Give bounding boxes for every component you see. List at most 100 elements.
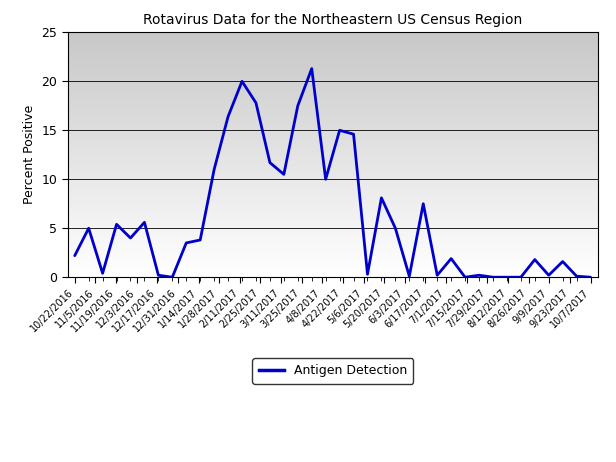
Bar xyxy=(68,160,598,161)
Bar xyxy=(68,149,598,150)
Bar xyxy=(68,61,598,62)
Bar xyxy=(68,253,598,254)
Bar xyxy=(68,85,598,86)
Bar xyxy=(68,138,598,139)
Bar xyxy=(68,136,598,138)
Bar xyxy=(68,127,598,128)
Bar xyxy=(68,64,598,66)
Bar xyxy=(68,32,598,34)
Bar xyxy=(68,276,598,277)
Bar xyxy=(68,270,598,271)
Bar xyxy=(68,37,598,38)
Bar xyxy=(68,260,598,261)
Bar xyxy=(68,259,598,260)
Bar xyxy=(68,222,598,223)
Bar xyxy=(68,166,598,167)
Bar xyxy=(68,198,598,199)
Bar xyxy=(68,141,598,142)
Bar xyxy=(68,216,598,217)
Bar xyxy=(68,238,598,239)
Bar xyxy=(68,187,598,188)
Bar xyxy=(68,164,598,166)
Bar xyxy=(68,76,598,78)
Bar xyxy=(68,73,598,74)
Bar xyxy=(68,111,598,112)
Bar xyxy=(68,230,598,231)
Bar xyxy=(68,261,598,262)
Title: Rotavirus Data for the Northeastern US Census Region: Rotavirus Data for the Northeastern US C… xyxy=(143,13,522,27)
Bar xyxy=(68,168,598,170)
Bar xyxy=(68,209,598,210)
Bar xyxy=(68,231,598,232)
Bar xyxy=(68,49,598,51)
Bar xyxy=(68,42,598,43)
Bar xyxy=(68,130,598,132)
Bar xyxy=(68,81,598,83)
Bar xyxy=(68,72,598,73)
Bar xyxy=(68,95,598,96)
Bar xyxy=(68,106,598,107)
Bar xyxy=(68,250,598,251)
Bar xyxy=(68,201,598,202)
Bar xyxy=(68,200,598,201)
Bar xyxy=(68,181,598,182)
Bar xyxy=(68,36,598,37)
Bar xyxy=(68,87,598,89)
Bar xyxy=(68,135,598,136)
Bar xyxy=(68,172,598,173)
Bar xyxy=(68,112,598,113)
Bar xyxy=(68,226,598,227)
Bar xyxy=(68,152,598,153)
Bar xyxy=(68,59,598,61)
Bar xyxy=(68,239,598,240)
Bar xyxy=(68,129,598,130)
Bar xyxy=(68,233,598,234)
Bar xyxy=(68,34,598,35)
Bar xyxy=(68,74,598,75)
Bar xyxy=(68,79,598,80)
Bar xyxy=(68,63,598,64)
Bar xyxy=(68,173,598,174)
Bar xyxy=(68,51,598,52)
Bar xyxy=(68,38,598,40)
Bar xyxy=(68,83,598,84)
Bar xyxy=(68,247,598,248)
Bar xyxy=(68,196,598,198)
Bar xyxy=(68,245,598,247)
Bar xyxy=(68,221,598,222)
Bar xyxy=(68,213,598,215)
Bar xyxy=(68,167,598,168)
Bar xyxy=(68,275,598,276)
Bar xyxy=(68,123,598,124)
Bar xyxy=(68,93,598,95)
Bar xyxy=(68,140,598,141)
Bar xyxy=(68,210,598,211)
Bar xyxy=(68,223,598,225)
Bar xyxy=(68,44,598,46)
Bar xyxy=(68,66,598,67)
Bar xyxy=(68,184,598,185)
Bar xyxy=(68,101,598,102)
Bar xyxy=(68,225,598,226)
Bar xyxy=(68,52,598,53)
Bar xyxy=(68,155,598,156)
Bar xyxy=(68,146,598,147)
Bar xyxy=(68,128,598,129)
Bar xyxy=(68,185,598,187)
Bar xyxy=(68,266,598,267)
Bar xyxy=(68,190,598,191)
Bar xyxy=(68,254,598,255)
Bar xyxy=(68,271,598,272)
Bar xyxy=(68,217,598,219)
Bar xyxy=(68,174,598,176)
Bar xyxy=(68,232,598,233)
Bar xyxy=(68,57,598,58)
Bar xyxy=(68,170,598,172)
Bar xyxy=(68,53,598,55)
Bar xyxy=(68,55,598,57)
Bar xyxy=(68,96,598,97)
Bar xyxy=(68,70,598,72)
Bar xyxy=(68,228,598,230)
Bar xyxy=(68,182,598,183)
Bar xyxy=(68,193,598,194)
